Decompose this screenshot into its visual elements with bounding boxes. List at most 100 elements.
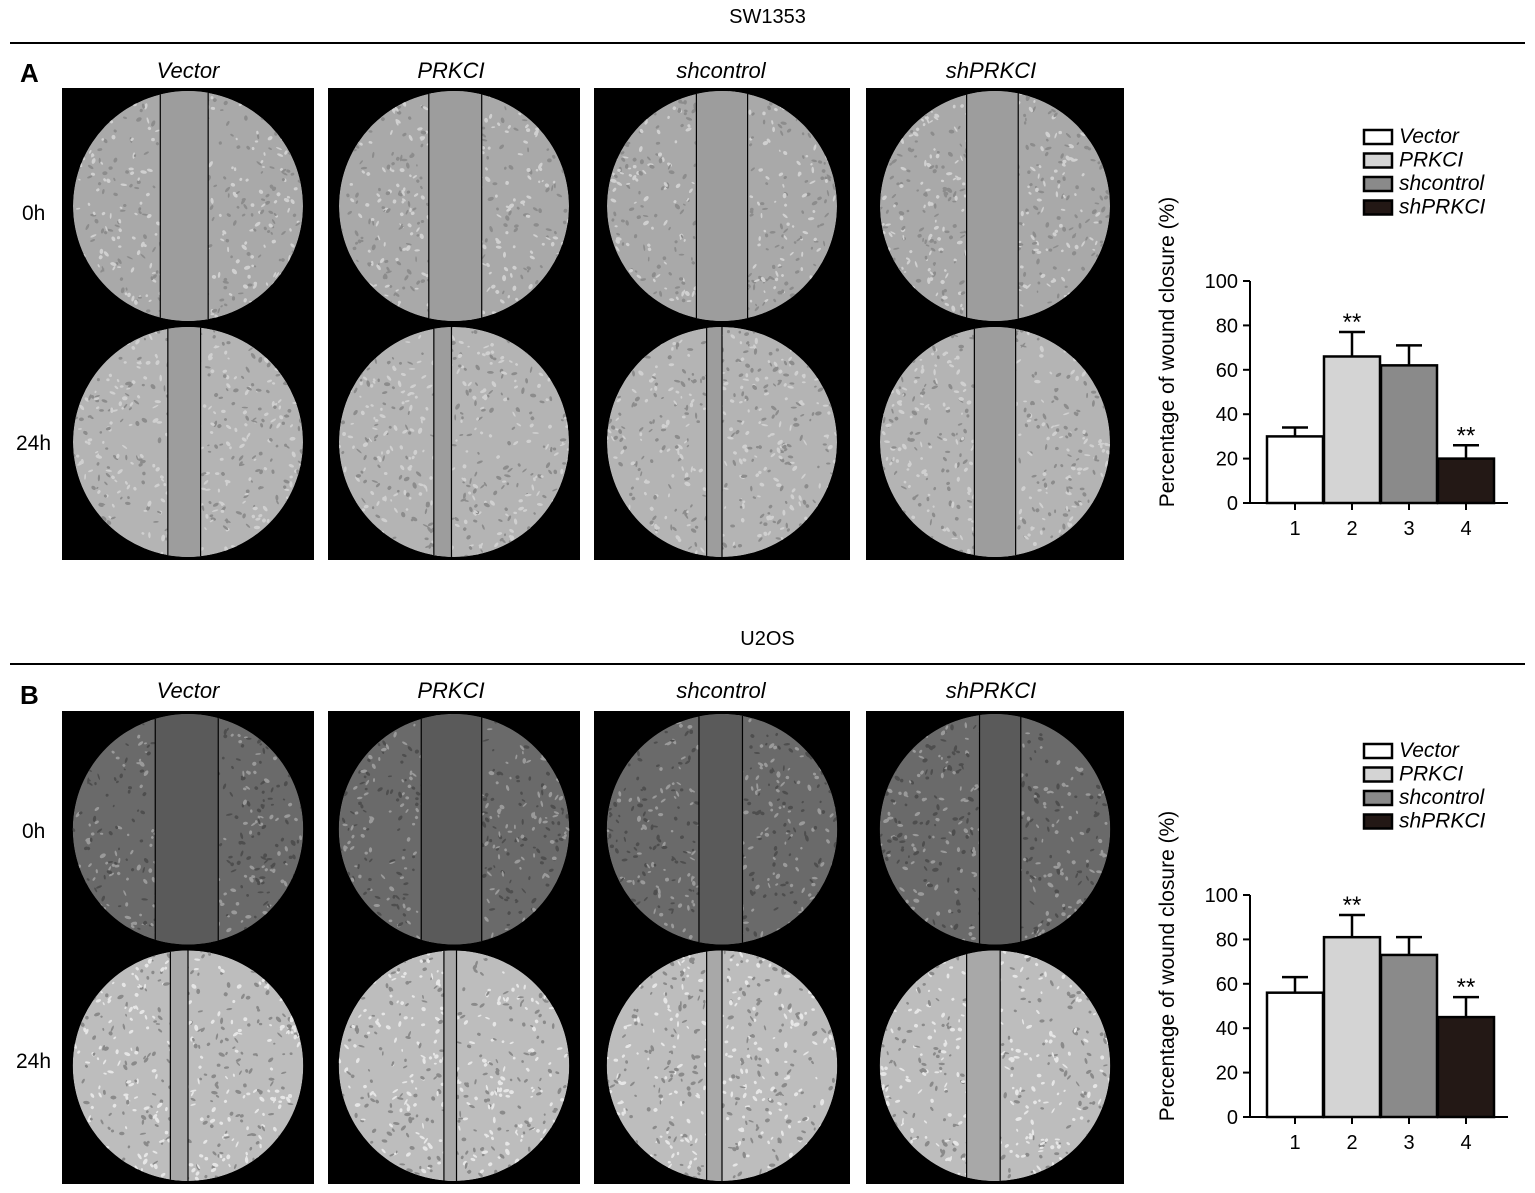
micrograph-svg bbox=[73, 91, 303, 557]
wound-gap bbox=[433, 327, 452, 557]
micrograph-24h bbox=[606, 950, 838, 1181]
y-tick-label: 80 bbox=[1216, 929, 1238, 951]
micrograph-0h bbox=[606, 714, 838, 945]
column-label-shcontrol-a: shcontrol bbox=[676, 58, 766, 83]
bar-1 bbox=[1265, 991, 1325, 1119]
micrograph-grid-prkci-a bbox=[328, 88, 580, 560]
micrograph-grid-prkci-b bbox=[328, 711, 580, 1184]
micrograph-svg bbox=[880, 91, 1110, 557]
bar-4 bbox=[1436, 457, 1496, 505]
wound-gap bbox=[966, 950, 1001, 1181]
significance-marker-2: ** bbox=[1343, 309, 1362, 336]
y-tick-label: 100 bbox=[1205, 885, 1238, 907]
y-tick-label: 60 bbox=[1216, 360, 1238, 382]
wound-gap bbox=[979, 714, 1021, 945]
bar-4 bbox=[1436, 1015, 1496, 1119]
micrograph-grid-shprkci-b bbox=[866, 711, 1124, 1184]
micrograph-24h bbox=[338, 950, 570, 1181]
y-tick-label: 40 bbox=[1216, 1018, 1238, 1040]
wound-gap bbox=[706, 327, 722, 557]
legend-label-4: shPRKCI bbox=[1399, 196, 1486, 219]
bar-3 bbox=[1379, 364, 1439, 505]
micrograph-0h bbox=[73, 91, 303, 321]
panel-letter-b: B bbox=[20, 680, 39, 710]
micrograph-grid-shcontrol-a bbox=[594, 88, 850, 560]
wound-gap bbox=[155, 714, 219, 945]
x-tick-label-3: 3 bbox=[1403, 1132, 1414, 1154]
wound-gap bbox=[698, 714, 743, 945]
row-label-24h-a: 24h bbox=[16, 432, 52, 455]
bar-chart-a: Vector PRKCI shcontrol shPRKCI 0 20 40 60 80 100 P… bbox=[1140, 118, 1520, 558]
micrograph-24h bbox=[72, 950, 304, 1181]
significance-marker-2: ** bbox=[1343, 892, 1362, 919]
column-label-vector-a: Vector bbox=[156, 58, 220, 83]
y-tick-label: 80 bbox=[1216, 315, 1238, 337]
cell-line-title-b: U2OS bbox=[740, 628, 795, 650]
column-label-prkci-b: PRKCI bbox=[417, 678, 485, 703]
legend-swatch-2 bbox=[1362, 152, 1394, 169]
wound-gap bbox=[966, 91, 1019, 321]
y-axis-label: Percentage of wound closure (%) bbox=[1156, 811, 1179, 1122]
legend-swatch-1 bbox=[1362, 128, 1394, 146]
wound-gap bbox=[696, 91, 748, 321]
micrograph-field bbox=[339, 327, 569, 557]
legend-label-1: Vector bbox=[1399, 739, 1460, 762]
micrograph-24h bbox=[879, 950, 1111, 1181]
x-tick-label-4: 4 bbox=[1460, 518, 1471, 540]
bar-2 bbox=[1322, 935, 1382, 1119]
column-label-shcontrol-b: shcontrol bbox=[676, 678, 766, 703]
micrograph-grid-vector-b bbox=[62, 711, 314, 1184]
wound-gap bbox=[974, 327, 1016, 557]
legend-swatch-1 bbox=[1362, 742, 1394, 760]
wound-gap bbox=[160, 91, 209, 321]
micrograph-0h bbox=[339, 91, 569, 321]
row-label-0h-b: 0h bbox=[22, 820, 46, 843]
x-tick-label-2: 2 bbox=[1346, 1132, 1357, 1154]
micrograph-0h bbox=[338, 714, 570, 945]
x-tick-label-3: 3 bbox=[1403, 518, 1414, 540]
y-tick-label: 0 bbox=[1227, 1107, 1238, 1129]
row-label-0h-a: 0h bbox=[22, 202, 46, 225]
y-tick-label: 0 bbox=[1227, 493, 1238, 515]
wound-gap bbox=[706, 950, 722, 1181]
micrograph-24h bbox=[880, 327, 1110, 557]
wound-gap bbox=[428, 91, 482, 321]
y-tick-label: 60 bbox=[1216, 974, 1238, 996]
column-label-prkci-a: PRKCI bbox=[417, 58, 485, 83]
legend-swatch-2 bbox=[1362, 766, 1394, 783]
x-tick-label-4: 4 bbox=[1460, 1132, 1471, 1154]
column-label-shprkci-a: shPRKCI bbox=[945, 58, 1037, 83]
wound-gap bbox=[170, 950, 188, 1181]
micrograph-24h bbox=[339, 327, 569, 557]
legend-swatch-3 bbox=[1362, 175, 1394, 193]
legend-swatch-4 bbox=[1362, 813, 1394, 830]
legend-swatch-3 bbox=[1362, 789, 1394, 807]
legend-label-3: shcontrol bbox=[1399, 786, 1486, 809]
micrograph-0h bbox=[72, 714, 304, 945]
y-tick-label: 20 bbox=[1216, 1063, 1238, 1085]
x-tick-label-1: 1 bbox=[1289, 1132, 1300, 1154]
micrograph-grid-vector-a bbox=[62, 88, 314, 560]
y-tick-label: 40 bbox=[1216, 404, 1238, 426]
legend-label-4: shPRKCI bbox=[1399, 810, 1486, 833]
micrograph-svg bbox=[338, 714, 570, 1181]
panel-letter-a: A bbox=[20, 58, 39, 88]
legend-swatch-4 bbox=[1362, 199, 1394, 216]
micrograph-24h bbox=[607, 327, 837, 557]
significance-marker-4: ** bbox=[1457, 974, 1476, 1001]
micrograph-24h bbox=[73, 327, 303, 557]
micrograph-svg bbox=[72, 714, 304, 1181]
row-label-24h-b: 24h bbox=[16, 1050, 52, 1073]
x-tick-label-2: 2 bbox=[1346, 518, 1357, 540]
micrograph-svg bbox=[879, 714, 1111, 1181]
micrograph-svg bbox=[607, 91, 837, 557]
wound-gap bbox=[443, 950, 457, 1181]
bar-3 bbox=[1379, 953, 1439, 1119]
legend-label-2: PRKCI bbox=[1399, 763, 1463, 786]
cell-line-title-a: SW1353 bbox=[729, 6, 806, 28]
column-label-vector-b: Vector bbox=[156, 678, 220, 703]
wound-gap bbox=[421, 714, 482, 945]
wound-gap bbox=[167, 327, 201, 557]
bar-chart-b: Vector PRKCI shcontrol shPRKCI 0 20 40 60 80 100 P… bbox=[1140, 732, 1520, 1172]
